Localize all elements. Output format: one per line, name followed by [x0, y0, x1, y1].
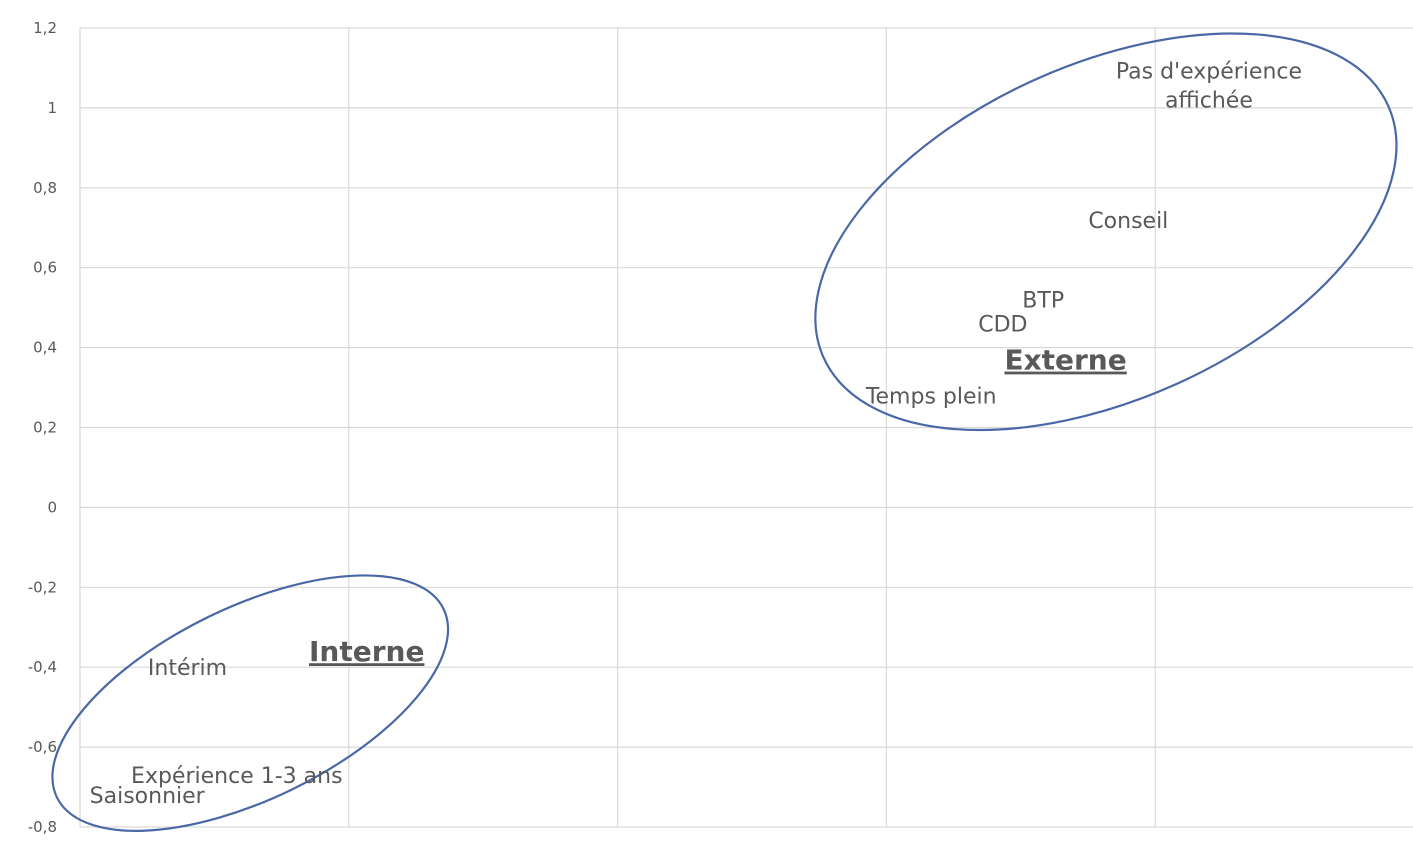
group-label-externe: Externe: [1004, 344, 1126, 377]
y-tick-label: -0,8: [28, 818, 57, 836]
y-tick-label: -0,6: [28, 738, 57, 756]
point-label: BTP: [1022, 289, 1064, 314]
point-label: Intérim: [148, 656, 227, 681]
group-ellipse-externe: [814, 32, 1398, 432]
point-label: Saisonnier: [90, 784, 206, 809]
point-label: Expérience 1-3 ans: [131, 764, 343, 789]
grid: [79, 27, 1413, 828]
point-label: Pas d'expérience affichée: [1116, 60, 1302, 114]
y-tick-label: -0,4: [28, 658, 57, 676]
group-ellipses: [51, 32, 1398, 832]
y-tick-label: 0,2: [33, 419, 57, 437]
group-labels: Externe Interne: [309, 344, 1127, 669]
y-tick-label: -0,2: [28, 578, 57, 596]
y-axis-ticks: 1,2 1 0,8 0,6 0,4 0,2 0 -0,2 -0,4 -0,6 -0,8: [28, 19, 57, 836]
group-ellipse-interne: [51, 574, 450, 832]
y-tick-label: 0,6: [33, 259, 57, 277]
y-tick-label: 0: [47, 498, 57, 516]
y-tick-label: 0,8: [33, 179, 57, 197]
point-label: CDD: [978, 313, 1027, 338]
point-label: Conseil: [1088, 209, 1168, 234]
group-label-interne: Interne: [309, 635, 424, 668]
point-label: Temps plein: [865, 385, 997, 410]
y-tick-label: 1,2: [33, 19, 57, 37]
y-tick-label: 1: [47, 99, 57, 117]
y-tick-label: 0,4: [33, 339, 57, 357]
